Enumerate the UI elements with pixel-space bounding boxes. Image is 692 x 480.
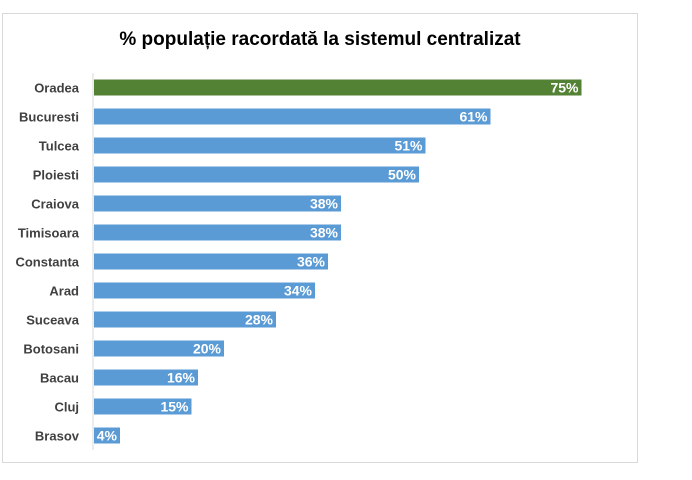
category-label: Bacau bbox=[40, 371, 79, 386]
category-label: Oradea bbox=[34, 81, 80, 96]
chart-title: % populație racordată la sistemul centra… bbox=[119, 29, 521, 50]
bar bbox=[94, 137, 426, 154]
category-label: Bucuresti bbox=[19, 110, 79, 125]
category-label: Botosani bbox=[23, 342, 79, 357]
value-label: 34% bbox=[284, 283, 313, 299]
category-label: Craiova bbox=[31, 197, 79, 212]
bar bbox=[94, 282, 315, 299]
value-label: 36% bbox=[297, 254, 326, 270]
category-label: Suceava bbox=[26, 313, 80, 328]
value-label: 28% bbox=[245, 312, 274, 328]
value-label: 16% bbox=[167, 370, 196, 386]
bar bbox=[94, 195, 341, 212]
bar bbox=[94, 108, 491, 125]
value-label: 20% bbox=[193, 341, 222, 357]
bar bbox=[94, 253, 328, 270]
value-label: 15% bbox=[160, 399, 189, 415]
value-label: 61% bbox=[459, 109, 488, 125]
category-label: Constanta bbox=[15, 255, 79, 270]
value-label: 4% bbox=[97, 428, 118, 444]
category-label: Arad bbox=[49, 284, 79, 299]
bar bbox=[94, 340, 224, 357]
value-label: 51% bbox=[394, 138, 423, 154]
category-label: Tulcea bbox=[39, 139, 80, 154]
bar bbox=[94, 79, 582, 96]
category-label: Timisoara bbox=[18, 226, 80, 241]
category-label: Cluj bbox=[54, 400, 79, 415]
value-label: 38% bbox=[310, 225, 339, 241]
bar bbox=[94, 398, 192, 415]
value-label: 38% bbox=[310, 196, 339, 212]
bar bbox=[94, 166, 419, 183]
bar bbox=[94, 224, 341, 241]
bar bbox=[94, 311, 276, 328]
value-label: 50% bbox=[388, 167, 417, 183]
category-label: Brasov bbox=[35, 429, 80, 444]
bar bbox=[94, 369, 198, 386]
value-label: 75% bbox=[550, 80, 579, 96]
bar bbox=[94, 427, 120, 444]
category-label: Ploiesti bbox=[33, 168, 79, 183]
